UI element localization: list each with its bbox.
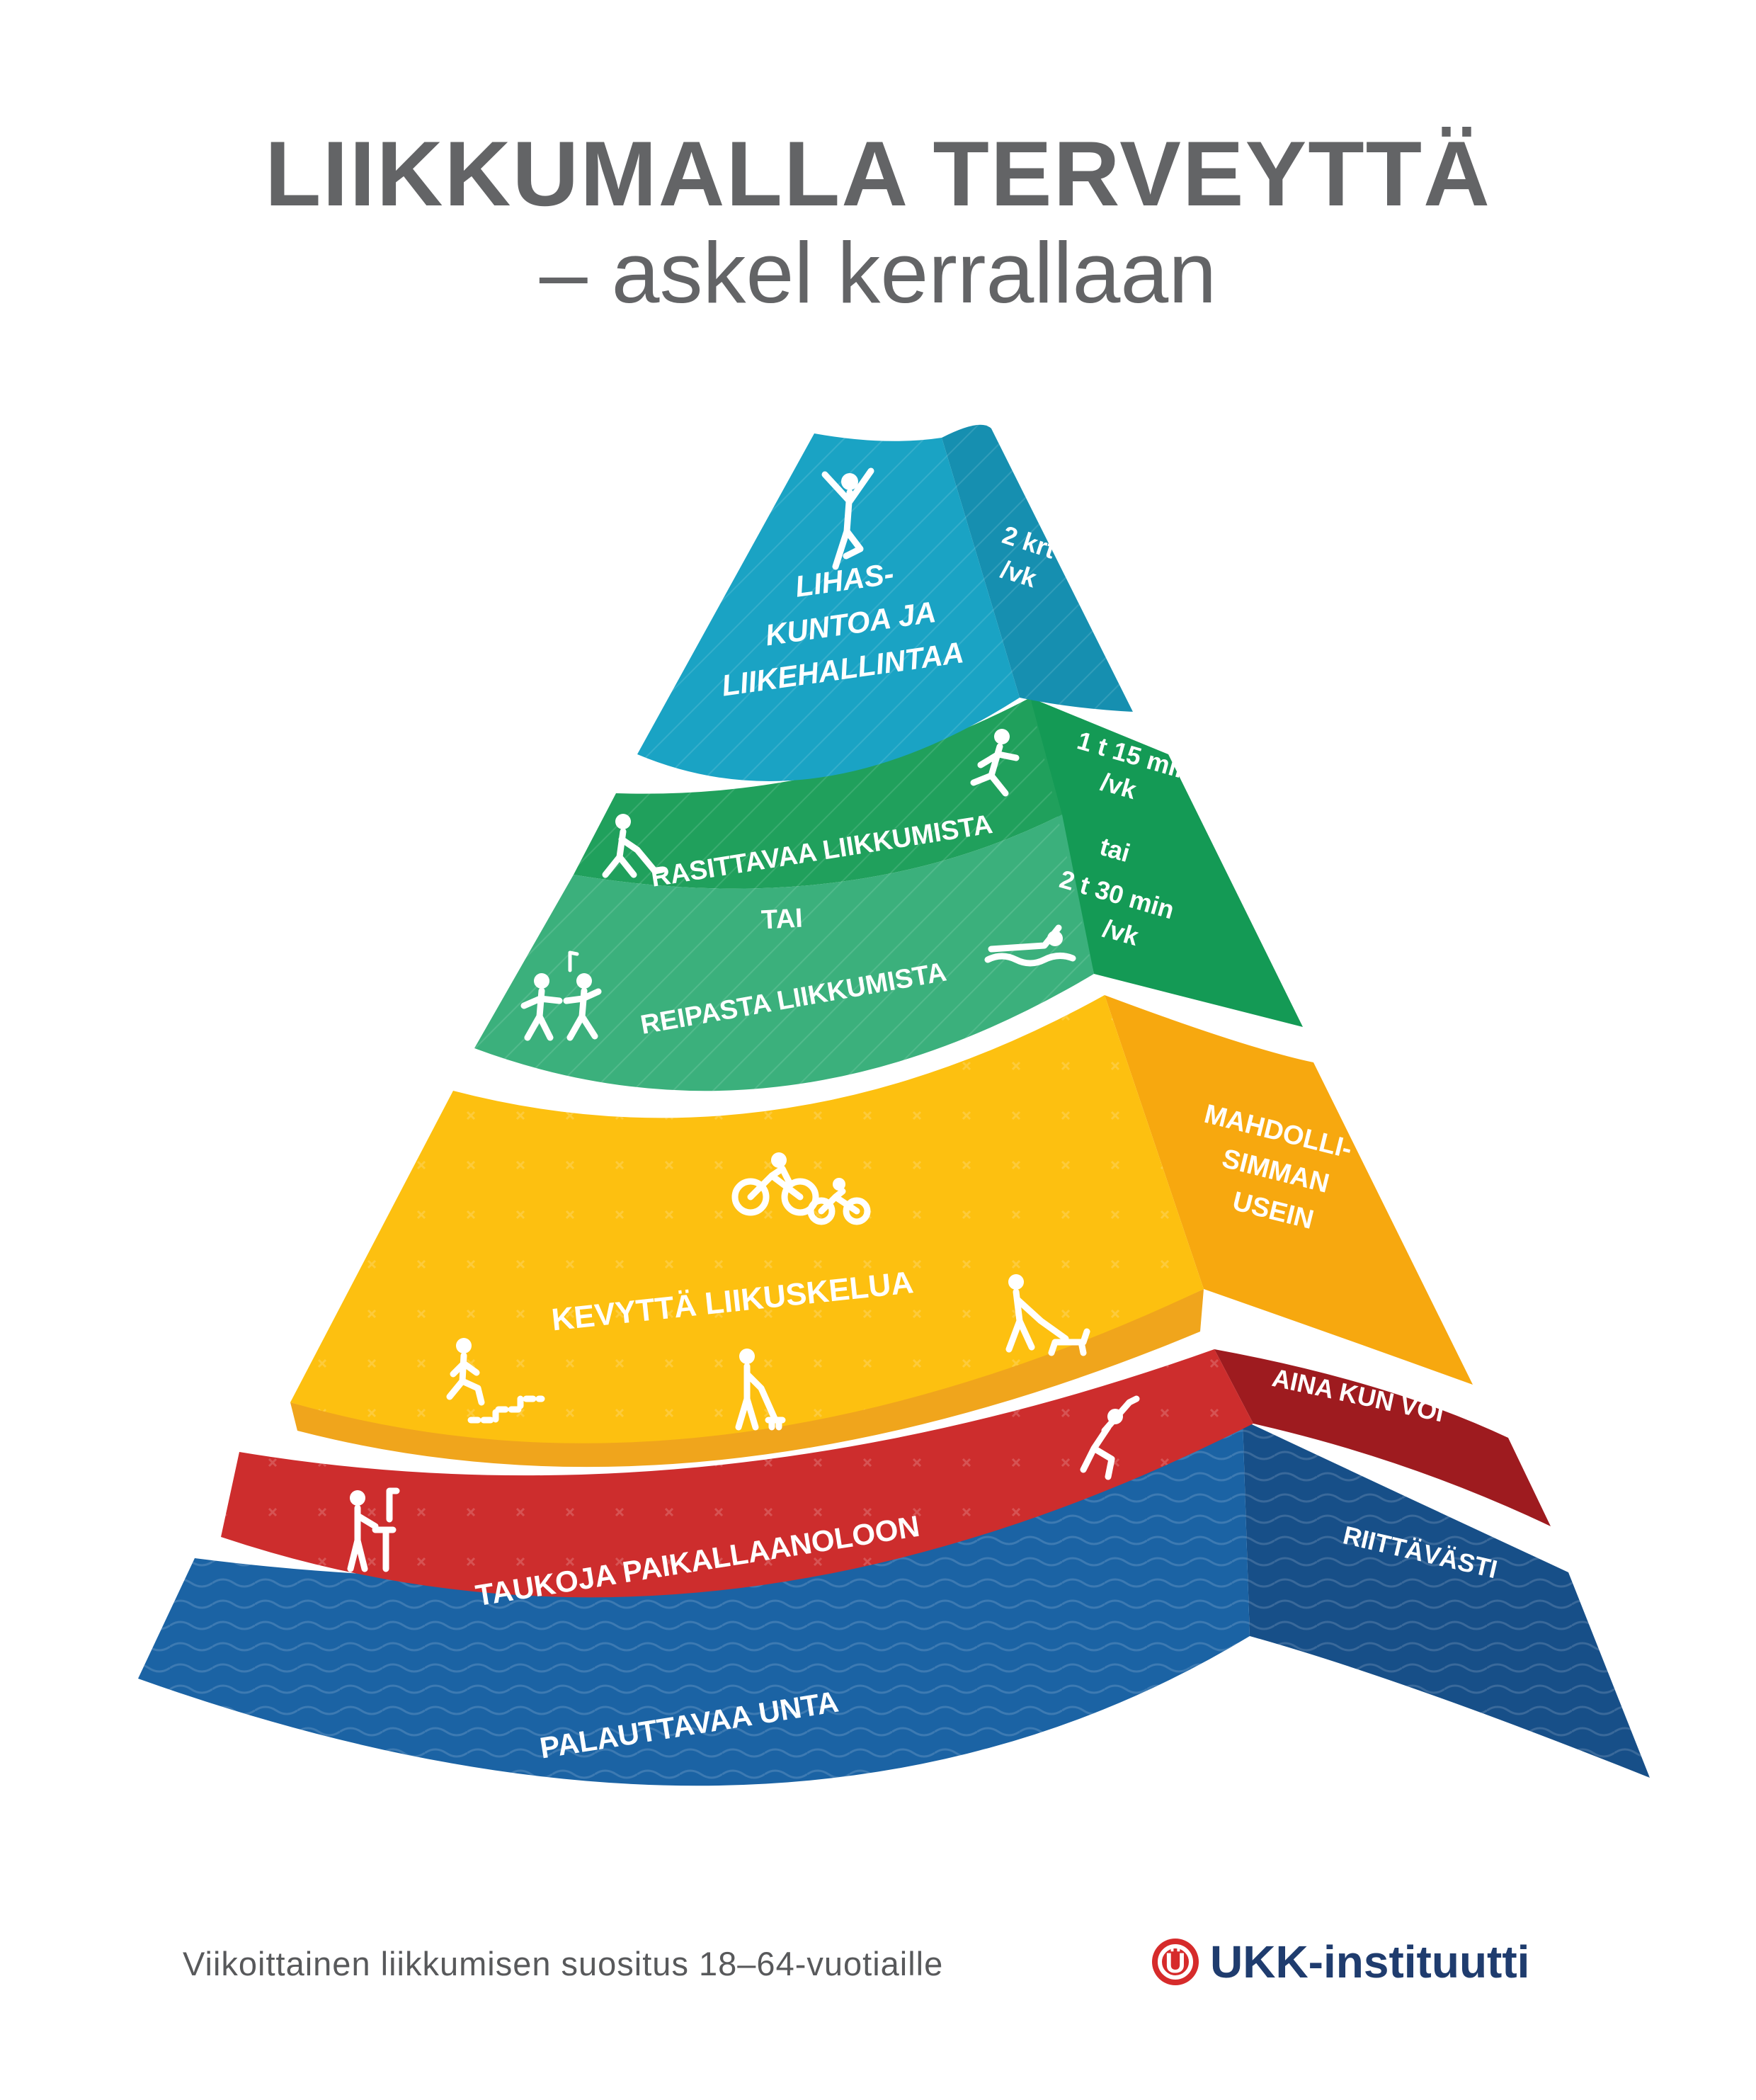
stair-climber-icon xyxy=(446,1338,545,1424)
ukk-logo: Ü UKK-instituutti xyxy=(1151,1930,1529,1994)
level-light-activity xyxy=(290,995,1473,1468)
ukk-logo-text: UKK-instituutti xyxy=(1210,1936,1530,1987)
level-sleep xyxy=(138,1420,1650,1786)
cyclists-icon xyxy=(731,1152,871,1225)
page-subtitle: – askel kerrallaan xyxy=(539,225,1217,321)
ukk-logo-mark-icon: Ü xyxy=(1152,1939,1199,1985)
level-endurance xyxy=(474,698,1303,1091)
dancing-couple-icon xyxy=(520,950,602,1041)
stretching-person-icon xyxy=(1080,1395,1140,1480)
level-strength xyxy=(637,424,1133,782)
standing-desk-worker-icon xyxy=(347,1487,400,1572)
breaks-side xyxy=(1214,1349,1551,1526)
level-breaks xyxy=(221,1349,1551,1598)
page-title: LIIKKUMALLA TERVEYTTÄ xyxy=(265,122,1491,225)
gardener-raking-icon xyxy=(735,1349,786,1431)
dog-walker-icon xyxy=(1005,1274,1090,1356)
svg-text:Ü: Ü xyxy=(1165,1947,1186,1979)
endurance-side xyxy=(1030,698,1303,1027)
runner-icon xyxy=(970,729,1020,797)
light-activity-side xyxy=(1105,995,1473,1385)
swimmer-icon xyxy=(984,924,1076,967)
dancer-icon xyxy=(821,467,874,570)
footer-caption: Viikoittainen liikkumisen suositus 18–64… xyxy=(183,1945,944,1982)
endurance-label-line-2: TAI xyxy=(760,904,804,936)
floorball-player-icon xyxy=(602,814,666,878)
